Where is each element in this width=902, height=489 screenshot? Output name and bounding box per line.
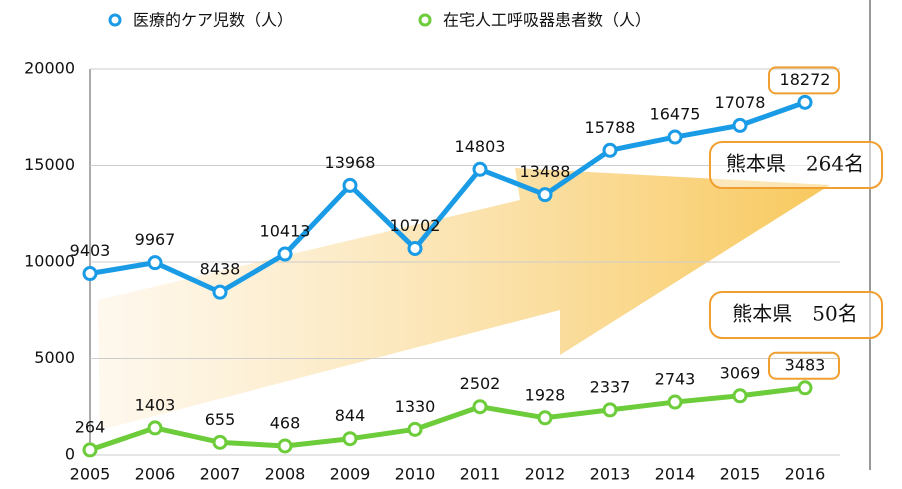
x-tick-label: 2015 [720, 465, 761, 484]
legend-marker [108, 13, 122, 27]
data-label: 1330 [395, 397, 436, 416]
data-label: 10702 [390, 216, 441, 235]
point [277, 246, 293, 262]
legend-label: 在宅人工呼吸器患者数（人） [443, 11, 651, 30]
y-tick-label: 15000 [24, 155, 75, 174]
annotation: 熊本県 264名 [726, 152, 864, 176]
data-label: 9967 [135, 230, 176, 249]
x-tick-label: 2014 [655, 465, 696, 484]
data-label: 15788 [585, 118, 636, 137]
data-label: 655 [205, 410, 236, 429]
x-tick-label: 2009 [330, 465, 371, 484]
x-tick-label: 2006 [135, 465, 176, 484]
x-tick-label: 2010 [395, 465, 436, 484]
point [797, 380, 813, 396]
point [342, 177, 358, 193]
highlight-box [768, 66, 840, 95]
data-label: 8438 [200, 260, 241, 279]
point [537, 410, 553, 426]
point [797, 94, 813, 110]
point [732, 117, 748, 133]
x-tick-label: 2011 [460, 465, 501, 484]
point [82, 266, 98, 282]
annotation: 熊本県 50名 [732, 302, 857, 326]
x-tick-label: 2008 [265, 465, 306, 484]
y-tick-label: 5000 [34, 348, 75, 367]
x-tick-label: 2007 [200, 465, 241, 484]
data-label: 1403 [135, 395, 176, 414]
series-line [89, 99, 806, 295]
data-label: 2502 [460, 374, 501, 393]
point [147, 255, 163, 271]
data-label: 468 [270, 413, 301, 432]
data-label: 1928 [525, 385, 566, 404]
data-label: 13968 [325, 153, 376, 172]
legend-marker [418, 13, 432, 27]
data-label: 9403 [70, 241, 111, 260]
data-label: 2743 [655, 370, 696, 389]
point [537, 187, 553, 203]
legend: 医療的ケア児数（人） 在宅人工呼吸器患者数（人） [108, 11, 651, 30]
data-label: 3069 [720, 363, 761, 382]
data-label: 17078 [715, 93, 766, 112]
data-label: 14803 [455, 137, 506, 156]
data-label: 18272 [780, 70, 831, 89]
point [147, 420, 163, 436]
point [602, 402, 618, 418]
point [602, 142, 618, 158]
y-tick-label: 10000 [24, 252, 75, 271]
point [212, 434, 228, 450]
point [732, 388, 748, 404]
data-label: 10413 [260, 222, 311, 241]
y-tick-label: 0 [65, 445, 75, 464]
series-line [89, 385, 806, 453]
point [667, 394, 683, 410]
point [667, 129, 683, 145]
x-tick-label: 2016 [785, 465, 826, 484]
x-tick-label: 2005 [70, 465, 111, 484]
data-label: 3483 [785, 355, 826, 374]
arrow-decoration [98, 168, 830, 430]
x-tick-label: 2012 [525, 465, 566, 484]
point [472, 399, 488, 415]
point [277, 438, 293, 454]
point [342, 431, 358, 447]
point [212, 284, 228, 300]
annotation-box [709, 291, 883, 339]
point [472, 161, 488, 177]
point [407, 421, 423, 437]
y-tick-label: 20000 [24, 59, 75, 78]
data-label: 264 [75, 417, 106, 436]
x-tick-label: 2013 [590, 465, 631, 484]
legend-label: 医療的ケア児数（人） [133, 11, 293, 30]
data-label: 13488 [520, 162, 571, 181]
annotation-box [709, 141, 883, 189]
point [82, 442, 98, 458]
data-label: 2337 [590, 377, 631, 396]
highlight-box [768, 351, 840, 380]
data-label: 16475 [650, 105, 701, 124]
point [407, 240, 423, 256]
data-label: 844 [335, 406, 366, 425]
